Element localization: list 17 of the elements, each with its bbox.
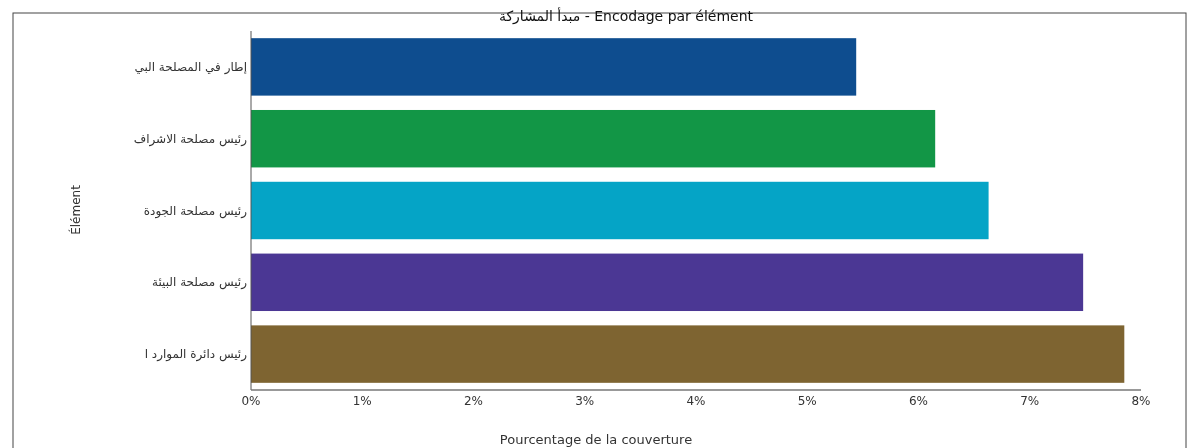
- y-axis-title: Élément: [68, 184, 83, 235]
- x-tick-label: 0%: [241, 394, 261, 408]
- x-tick-label: 3%: [575, 394, 595, 408]
- y-tick-label: إطار في المصلحة البي: [134, 59, 247, 75]
- x-tick-label: 6%: [908, 394, 929, 408]
- x-tick-label: 7%: [1020, 394, 1040, 408]
- x-tick-label: 1%: [352, 394, 372, 408]
- x-tick-label: 5%: [797, 394, 817, 408]
- x-tick-label: 8%: [1131, 394, 1151, 408]
- y-tick-label: رئيس مصلحة الاشراف: [133, 131, 248, 147]
- x-axis-title: Pourcentage de la couverture: [499, 432, 693, 447]
- y-tick-label: رئيس مصلحة الجودة: [143, 203, 248, 219]
- x-tick-label: 4%: [686, 394, 706, 408]
- x-tick-label: 2%: [463, 394, 484, 408]
- y-tick-label: رئيس دائرة الموارد ا: [144, 347, 248, 363]
- chart-title: مبدأ المشاركة - Encodage par élément: [498, 7, 754, 25]
- y-tick-label: رئيس مصلحة البيئة: [152, 275, 248, 291]
